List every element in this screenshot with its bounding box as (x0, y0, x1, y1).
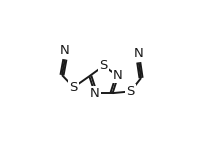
Text: S: S (69, 81, 78, 94)
Text: N: N (60, 44, 70, 57)
Text: N: N (90, 87, 100, 100)
Text: S: S (99, 59, 108, 72)
Text: S: S (126, 85, 135, 98)
Text: N: N (113, 69, 123, 82)
Text: N: N (134, 47, 144, 60)
